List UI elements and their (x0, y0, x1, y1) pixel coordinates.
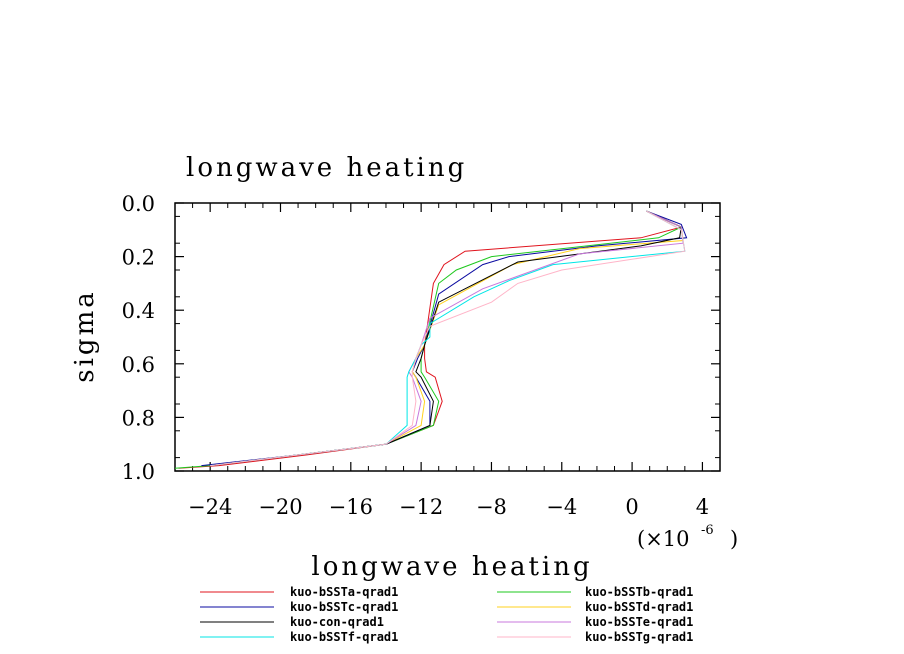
legend-label: kuo-con-qrad1 (290, 615, 384, 629)
legend-label: kuo-bSSTc-qrad1 (290, 600, 398, 614)
y-tick-label: 0.0 (122, 192, 155, 216)
y-axis-ticks: 0.0 0.2 0.4 0.6 0.8 1.0 (122, 192, 720, 484)
chart-title: longwave heating (186, 153, 467, 183)
series-line-kuo-bSSTa-qrad1 (178, 210, 683, 469)
legend-label: kuo-bSSTd-qrad1 (585, 600, 693, 614)
x-tick-label: −4 (546, 495, 577, 519)
series-line-kuo-bSSTb-qrad1 (174, 210, 683, 469)
legend-label: kuo-bSSTe-qrad1 (585, 615, 693, 629)
y-tick-label: 0.6 (122, 353, 155, 377)
x-tick-label: 0 (625, 495, 638, 519)
legend-label: kuo-bSSTb-qrad1 (585, 585, 693, 599)
legend-label: kuo-bSSTg-qrad1 (585, 630, 693, 644)
y-tick-label: 0.8 (122, 406, 155, 430)
x-tick-label: −20 (258, 495, 302, 519)
y-axis-label: sigma (70, 289, 100, 382)
x-multiplier: (×10 -6 ) (637, 523, 738, 551)
y-tick-label: 0.4 (122, 299, 155, 323)
y-tick-label: 1.0 (122, 460, 155, 484)
plot-frame (174, 202, 721, 472)
x-multiplier-suffix: ) (730, 527, 738, 551)
x-tick-label: −8 (476, 495, 507, 519)
legend-label: kuo-bSSTa-qrad1 (290, 585, 398, 599)
x-tick-label: 4 (696, 495, 709, 519)
legend-label: kuo-bSSTf-qrad1 (290, 630, 398, 644)
x-multiplier-exponent: -6 (701, 523, 714, 538)
x-tick-label: −12 (399, 495, 443, 519)
series-line-kuo-con-qrad1 (210, 210, 682, 467)
x-axis-label: longwave heating (311, 552, 592, 582)
x-tick-label: −24 (188, 495, 232, 519)
plot-border (174, 202, 721, 472)
x-axis-ticks: −24 −20 −16 −12 −8 −4 0 4 (174, 203, 721, 519)
x-multiplier-prefix: (×10 (637, 527, 690, 551)
legend: kuo-bSSTa-qrad1 kuo-bSSTb-qrad1 kuo-bSSTc-… (200, 585, 693, 644)
series-line-kuo-bSSTg-qrad1 (210, 210, 686, 467)
y-tick-label: 0.2 (122, 246, 155, 270)
series-lines (174, 210, 688, 469)
x-tick-label: −16 (329, 495, 373, 519)
